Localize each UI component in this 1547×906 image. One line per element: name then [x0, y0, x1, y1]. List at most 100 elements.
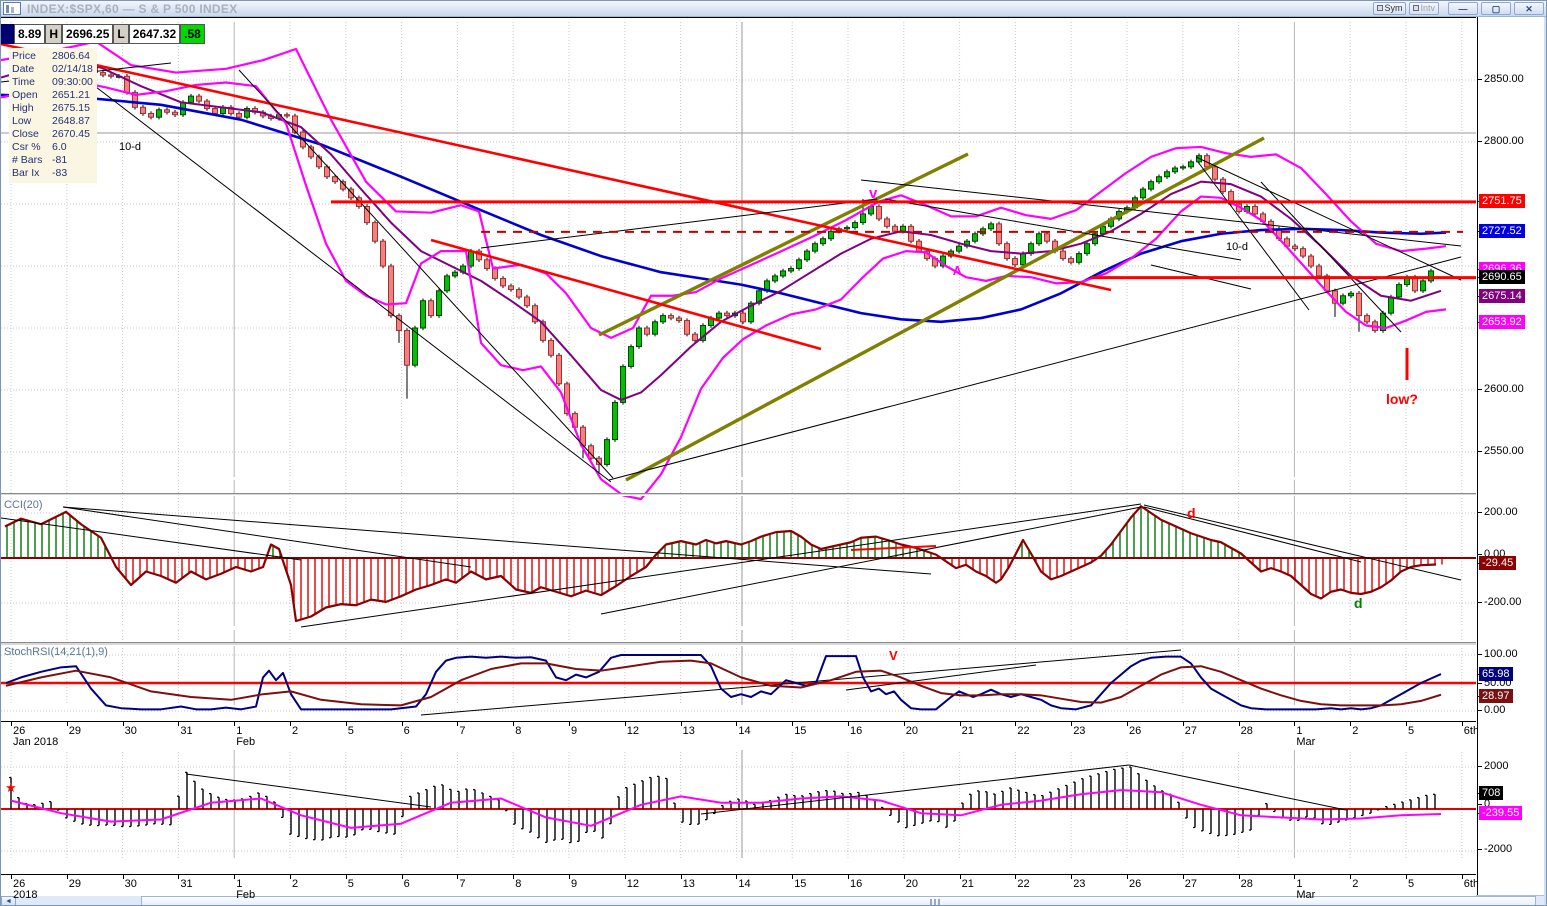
- olive-trendline: [625, 136, 1265, 482]
- axis-tick: [1478, 602, 1482, 603]
- candle: [1356, 292, 1362, 317]
- candle: [724, 312, 730, 317]
- trendline: [860, 179, 1462, 247]
- date-tick-label: 14: [738, 725, 751, 737]
- data-panel-value: 2670.45: [52, 128, 90, 140]
- data-panel-row: Bar Ix -83: [12, 167, 94, 180]
- moving-average-mid: [1, 59, 1442, 401]
- axis-tick: [1478, 512, 1482, 513]
- price-axis-value-badge: 708: [1479, 786, 1504, 800]
- candle: [1396, 284, 1402, 298]
- axis-tick: [1478, 710, 1482, 711]
- date-tick-label: 13: [682, 878, 695, 890]
- data-panel-value: -81: [52, 154, 68, 166]
- quote-low-value: 2647.32: [128, 24, 181, 44]
- candle: [652, 321, 658, 335]
- pane-divider[interactable]: [1, 493, 1476, 496]
- sym-button[interactable]: Sym: [1373, 2, 1407, 15]
- candle: [660, 315, 666, 323]
- date-tick: [122, 722, 124, 726]
- candle: [500, 277, 506, 287]
- date-tick: [848, 722, 849, 726]
- scroll-left-arrow[interactable]: ◄: [1, 896, 16, 905]
- date-tick-label: 12: [626, 725, 640, 737]
- red-trendline: [1, 42, 1112, 292]
- date-tick: [736, 875, 738, 879]
- date-tick-label: 9: [571, 878, 578, 890]
- date-tick-label: 13: [682, 725, 695, 737]
- candle: [140, 106, 146, 114]
- candle: [196, 95, 202, 102]
- date-tick-label: 26: [13, 878, 26, 890]
- date-tick: [792, 722, 794, 726]
- data-panel-label: Csr %: [12, 141, 41, 153]
- pane-divider[interactable]: [1, 642, 1476, 646]
- candle: [372, 222, 378, 242]
- date-tick-label: 23: [1073, 878, 1086, 890]
- date-tick-label: 26: [1129, 878, 1142, 890]
- axis-tick: [1478, 766, 1482, 767]
- intv-button[interactable]: Intv: [1409, 2, 1439, 15]
- data-panel-label: Low: [12, 115, 32, 127]
- date-tick-label: 12: [626, 878, 640, 890]
- upper-band: [1, 40, 1447, 340]
- date-tick-label: 22: [1017, 725, 1030, 737]
- price-axis-label: 200.00: [1484, 506, 1518, 518]
- date-tick: [903, 722, 905, 726]
- date-tick: [1015, 875, 1017, 879]
- candle: [788, 267, 794, 272]
- month-label: Mar: [1296, 736, 1316, 748]
- title-bar: INDEX:$SPX,60 — S & P 500 INDEX Sym Intv…: [1, 1, 1546, 17]
- date-tick: [1461, 875, 1463, 879]
- minimize-button[interactable]: —: [1448, 2, 1478, 15]
- price-axis-label: 100.00: [1484, 648, 1518, 660]
- data-panel-row: Time 09:30:00: [12, 76, 94, 89]
- date-tick: [290, 722, 291, 726]
- scrollbar-thumb[interactable]: [141, 896, 1536, 905]
- candle: [996, 223, 1002, 245]
- candle: [316, 156, 322, 168]
- date-tick: [457, 875, 459, 879]
- cci-outline: [4, 505, 1437, 623]
- trendline: [480, 198, 878, 249]
- candle: [108, 74, 114, 77]
- candle: [508, 285, 514, 291]
- date-tick: [1071, 875, 1073, 879]
- candle: [1252, 205, 1258, 215]
- candle: [532, 305, 538, 323]
- close-button[interactable]: ✕: [1514, 2, 1544, 15]
- candle: [1012, 258, 1018, 266]
- annotation-text: 10-d: [1226, 241, 1248, 253]
- price-axis-value-badge: 2751.75: [1479, 194, 1525, 208]
- candle: [772, 275, 778, 282]
- app-icon: [3, 2, 21, 15]
- trendline: [1197, 161, 1310, 311]
- date-tick: [1294, 722, 1296, 726]
- date-tick-label: 30: [124, 725, 137, 737]
- price-axis-label: -200.00: [1484, 596, 1522, 608]
- data-panel-row: Price 2806.64: [12, 50, 94, 63]
- date-tick: [290, 875, 291, 879]
- candle: [644, 327, 650, 335]
- data-panel-label: # Bars: [12, 154, 43, 166]
- trendline: [1143, 506, 1362, 563]
- stochrsi-slow-line: [5, 659, 1442, 707]
- maximize-button[interactable]: ▢: [1481, 2, 1511, 15]
- candle: [820, 238, 826, 245]
- candle: [852, 222, 858, 229]
- candle: [884, 218, 890, 227]
- date-tick-label: 2: [292, 878, 299, 890]
- trendline: [700, 764, 1130, 815]
- axis-tick: [1478, 451, 1482, 452]
- candle: [1140, 188, 1146, 199]
- data-panel-row: High 2675.15: [12, 102, 94, 115]
- candle: [1068, 258, 1074, 263]
- candle: [604, 439, 610, 465]
- date-tick: [234, 722, 236, 726]
- date-tick: [1294, 875, 1296, 879]
- lower-band: [1, 80, 1447, 501]
- annotation-text: d: [1354, 595, 1363, 611]
- date-tick-label: 2: [1352, 725, 1359, 737]
- date-tick: [903, 875, 905, 879]
- date-tick: [178, 722, 180, 726]
